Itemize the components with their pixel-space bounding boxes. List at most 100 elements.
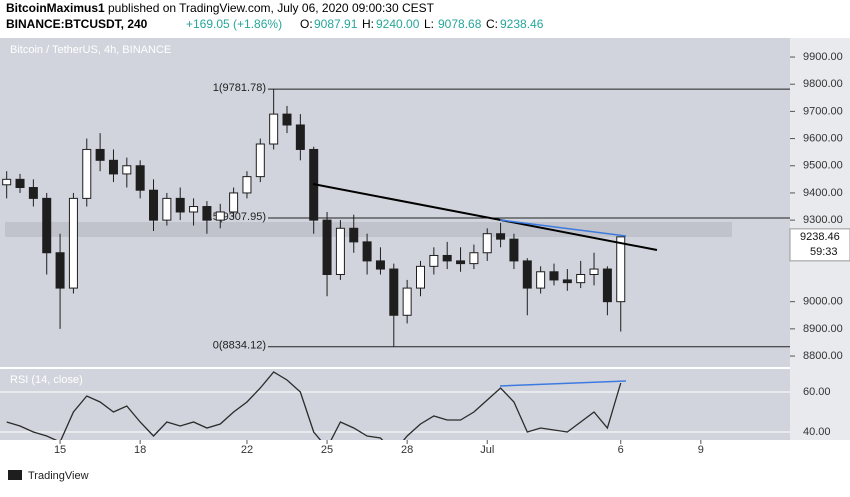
candle-body [362, 241, 372, 262]
ohlc-key: O: [300, 17, 313, 31]
ohlc-key: C: [486, 17, 498, 31]
rsi-tick-label: 60.00 [803, 386, 831, 398]
price-tag [789, 228, 850, 262]
candle-body [202, 206, 212, 221]
x-tick-label: 6 [618, 444, 624, 456]
ohlc-value: 9078.68 [438, 17, 482, 31]
candle-body [229, 192, 239, 213]
y-tick-label: 9400.00 [803, 187, 843, 199]
rsi-layer [0, 371, 790, 440]
candle-body [456, 260, 466, 265]
logo [8, 470, 22, 480]
y-tick-label: 9500.00 [803, 160, 843, 172]
candle-body [2, 178, 12, 186]
countdown: 59:33 [810, 246, 838, 258]
candle-body [589, 268, 599, 275]
candle-body [602, 268, 612, 303]
trend-line-blue [499, 219, 627, 237]
candle-body [189, 206, 199, 213]
y-tick-label: 9300.00 [803, 214, 843, 226]
candle-body [549, 271, 559, 281]
candle-body [402, 287, 412, 316]
candle-body [55, 252, 65, 289]
rsi-title: RSI (14, close) [10, 374, 83, 386]
ohlc-key: L: [424, 17, 434, 31]
candle-body [269, 113, 279, 145]
fib-label: 1(9781.78) [213, 82, 266, 94]
x-tick-label: Jul [480, 444, 494, 456]
fib-label: 0.5(9307.95) [204, 211, 266, 223]
candle-body [322, 219, 332, 275]
price-tag-label: 9238.46 [800, 231, 840, 243]
candle-body [375, 260, 385, 270]
rsi-pane [0, 368, 790, 440]
candle-body [135, 165, 145, 191]
price-pane [0, 38, 790, 368]
candle-body [295, 124, 305, 150]
candle-body [122, 165, 132, 175]
fib-label: 0(8834.12) [213, 340, 266, 352]
y-tick-label: 9000.00 [803, 296, 843, 308]
y-tick-label: 9600.00 [803, 132, 843, 144]
candle-body [255, 143, 265, 178]
candle-body [149, 189, 159, 221]
candle-body [616, 236, 626, 303]
candle-body [68, 197, 78, 289]
footer-bg [0, 458, 850, 492]
candle-body [15, 178, 25, 189]
y-tick-label: 9700.00 [803, 105, 843, 117]
candle-body [95, 148, 105, 161]
candle-body [536, 271, 546, 289]
rsi-trend-line [499, 380, 627, 387]
x-tick-label: 22 [241, 444, 253, 456]
ohlc-value: 9240.00 [376, 17, 420, 31]
price-layer: 1(9781.78) 0.5(9307.95) 0(8834.12) [2, 82, 790, 352]
candle-body [349, 227, 359, 243]
x-tick-label: 28 [401, 444, 413, 456]
x-tick-label: 25 [321, 444, 333, 456]
candle-body [415, 265, 425, 289]
candle-body [282, 113, 292, 126]
candle-body [442, 254, 452, 262]
x-tick-label: 18 [134, 444, 146, 456]
candle-body [335, 227, 345, 275]
brand: TradingView [28, 470, 89, 482]
ohlc-key: H: [362, 17, 374, 31]
candle-body [28, 187, 38, 199]
candle-body [522, 260, 532, 289]
y-tick-label: 8900.00 [803, 323, 843, 335]
y-tick-label: 9800.00 [803, 78, 843, 90]
candle-body [389, 268, 399, 316]
trend-line [312, 183, 658, 251]
x-tick-label: 15 [54, 444, 66, 456]
rsi-tick-label: 40.00 [803, 426, 831, 438]
zone [5, 222, 732, 237]
change: +169.05 (+1.86%) [186, 17, 282, 31]
header-bg [0, 0, 850, 38]
candle-body [108, 159, 118, 175]
candle-body [562, 279, 572, 284]
published: published on TradingView.com, July 06, 2… [108, 1, 435, 15]
candle-body [576, 273, 586, 284]
candle-body [482, 233, 492, 254]
author: BitcoinMaximus1 [6, 1, 105, 15]
candle-body [429, 254, 439, 267]
candle-body [469, 252, 479, 265]
candle-body [215, 211, 225, 221]
candle-body [162, 197, 172, 221]
y-tick-label: 9900.00 [803, 51, 843, 63]
symbol: BINANCE:BTCUSDT, 240 [6, 17, 148, 31]
candle-body [496, 233, 506, 240]
y-tick-label: 8800.00 [803, 350, 843, 362]
pane-title: Bitcoin / TetherUS, 4h, BINANCE [10, 44, 171, 56]
candle-body [42, 197, 52, 254]
ohlc-value: 9087.91 [314, 17, 358, 31]
candle-body [509, 238, 519, 262]
x-tick-label: 9 [698, 444, 704, 456]
candle-body [82, 148, 92, 199]
ohlc-value: 9238.46 [500, 17, 544, 31]
candle-body [242, 176, 252, 194]
rsi-line [6, 371, 622, 440]
